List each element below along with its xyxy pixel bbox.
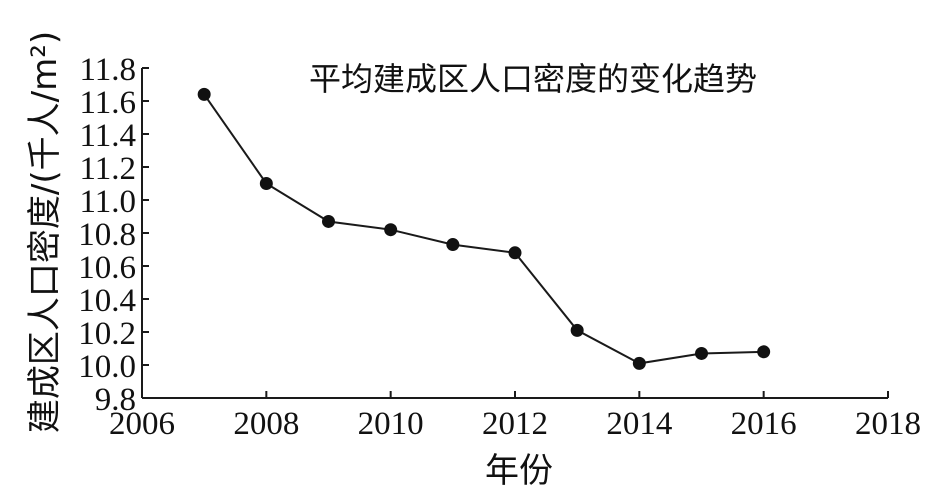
chart-axes <box>141 68 888 399</box>
data-series <box>197 87 771 370</box>
data-point <box>570 323 584 337</box>
y-tick-label: 10.6 <box>78 250 136 286</box>
y-tick-label: 10.2 <box>78 316 136 352</box>
y-tick-label: 11.2 <box>79 151 136 187</box>
data-point <box>197 87 211 101</box>
x-tick-label: 2014 <box>606 406 672 442</box>
y-tick-label: 11.8 <box>79 52 136 88</box>
y-tick-label: 11.0 <box>79 184 136 220</box>
data-point <box>446 238 460 252</box>
data-point <box>695 346 708 360</box>
y-tick-label: 9.8 <box>95 382 136 418</box>
data-point <box>259 177 273 190</box>
chart-title: 平均建成区人口密度的变化趋势 <box>309 60 757 98</box>
data-point <box>757 345 771 359</box>
y-axis-ticks: 9.810.010.210.410.610.811.011.211.411.61… <box>78 52 149 418</box>
x-tick-label: 2006 <box>109 406 175 442</box>
y-tick-label: 10.8 <box>78 217 136 253</box>
x-tick-label: 2010 <box>358 406 424 442</box>
y-axis-title: 建成区人口密度/(千人/m²) <box>25 31 65 433</box>
data-point <box>632 356 646 370</box>
x-axis-title: 年份 <box>485 451 553 491</box>
y-tick-label: 10.0 <box>78 349 136 385</box>
y-tick-label: 10.4 <box>78 283 136 319</box>
y-tick-label: 11.4 <box>79 118 136 154</box>
x-tick-label: 2012 <box>482 406 548 442</box>
y-tick-label: 11.6 <box>79 85 136 121</box>
data-point <box>384 223 398 237</box>
data-point <box>322 214 335 228</box>
series-line <box>203 93 764 365</box>
data-point <box>508 246 522 260</box>
x-axis-ticks: 2006 2008 2010 2012 2014 2016 2018 <box>109 391 921 442</box>
x-tick-label: 2008 <box>233 406 299 442</box>
x-tick-label: 2018 <box>855 406 921 442</box>
x-tick-label: 2016 <box>731 406 797 442</box>
